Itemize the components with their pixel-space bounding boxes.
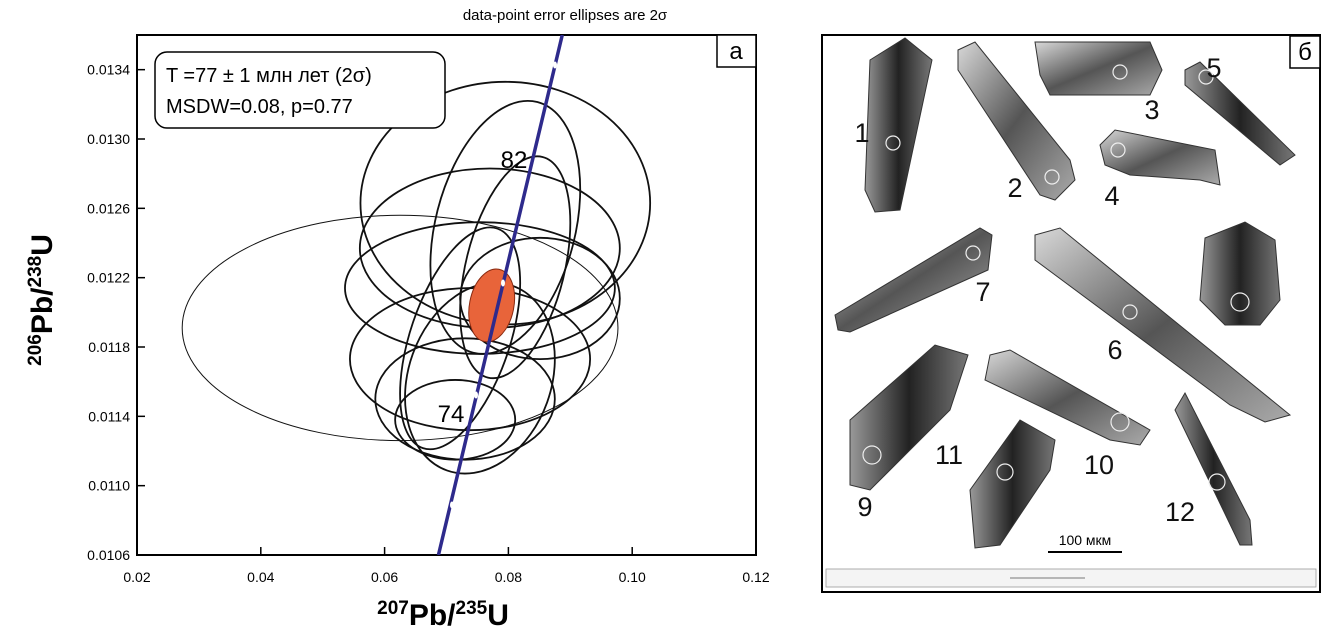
age-label: 74 (438, 401, 465, 428)
grain (1099, 129, 1221, 186)
label-text: U (487, 599, 509, 632)
grain (864, 37, 933, 213)
label-text: Pb/ (409, 599, 456, 632)
error-ellipse (394, 379, 517, 461)
grains (834, 37, 1296, 549)
y-tick-label: 0.0118 (88, 339, 130, 355)
age-marker (553, 61, 557, 69)
label-text: U (26, 234, 59, 256)
grain-label: 7 (975, 277, 990, 307)
age-label: 82 (501, 147, 528, 174)
scale-bar-label: 100 мкм (1059, 532, 1112, 548)
grain (1034, 41, 1163, 96)
grain (834, 227, 993, 333)
age-marker (501, 279, 505, 287)
grain-label: 2 (1007, 173, 1022, 203)
x-tick-label: 0.08 (495, 569, 522, 585)
result-text: T =77 ± 1 млн лет (2σ) (166, 65, 372, 87)
label-superscript: 207 (377, 598, 409, 619)
grain (849, 344, 969, 491)
panel-label: а (729, 38, 743, 65)
grain (1034, 227, 1292, 423)
grain-label: 9 (857, 492, 872, 522)
error-ellipse (459, 155, 572, 380)
y-tick-label: 0.0110 (88, 478, 130, 494)
panel-label-box (716, 34, 757, 68)
x-tick-label: 0.06 (371, 569, 398, 585)
result-text: MSDW=0.08, p=0.77 (166, 96, 353, 118)
grain (969, 419, 1056, 549)
x-tick-label: 0.12 (742, 569, 769, 585)
grain-label: 1 (854, 118, 869, 148)
grain (984, 349, 1151, 446)
result-box (154, 51, 446, 129)
panel-label: б (1298, 39, 1312, 66)
y-tick-label: 0.0130 (87, 131, 130, 147)
spots (862, 64, 1250, 491)
x-tick-label: 0.04 (247, 569, 274, 585)
plot-frame (136, 34, 757, 556)
grain-label: 11 (935, 440, 963, 470)
label-superscript: 206 (25, 334, 46, 366)
panel-label-box (1289, 35, 1321, 69)
concordia-chart: data-point error ellipses are 2σ а 0.02 0… (25, 7, 770, 632)
label-superscript: 235 (456, 598, 488, 619)
y-tick-label: 0.0134 (87, 62, 130, 78)
y-tick-label: 0.0114 (88, 408, 130, 424)
axis-label: 206Pb/238U (25, 234, 59, 366)
error-ellipse (344, 221, 616, 355)
grain-label: 3 (1144, 95, 1159, 125)
age-marker (474, 391, 478, 399)
concordia (436, 35, 564, 555)
grain (1199, 221, 1281, 326)
grain-label: 5 (1206, 53, 1221, 83)
chart-title: data-point error ellipses are 2σ (463, 7, 668, 24)
error-ellipse (459, 236, 621, 361)
grain (1184, 61, 1296, 166)
grain-label: 6 (1107, 335, 1122, 365)
grain (1174, 391, 1253, 546)
grain (957, 41, 1076, 201)
label-superscript: 238 (25, 256, 46, 288)
axis-label: 207Pb/235U (377, 598, 509, 632)
grain-label: 10 (1084, 450, 1114, 480)
x-tick-label: 0.02 (123, 569, 150, 585)
y-tick-label: 0.0126 (87, 200, 130, 216)
plot-area (181, 35, 652, 555)
grain-label: 4 (1104, 181, 1119, 211)
label-text: Pb/ (26, 287, 59, 334)
x-tick-label: 0.10 (619, 569, 646, 585)
y-tick-label: 0.0122 (87, 270, 130, 286)
y-tick-label: 0.0106 (87, 547, 130, 563)
error-ellipse (429, 99, 582, 355)
age-marker (450, 501, 454, 509)
grain-label: 12 (1165, 497, 1195, 527)
